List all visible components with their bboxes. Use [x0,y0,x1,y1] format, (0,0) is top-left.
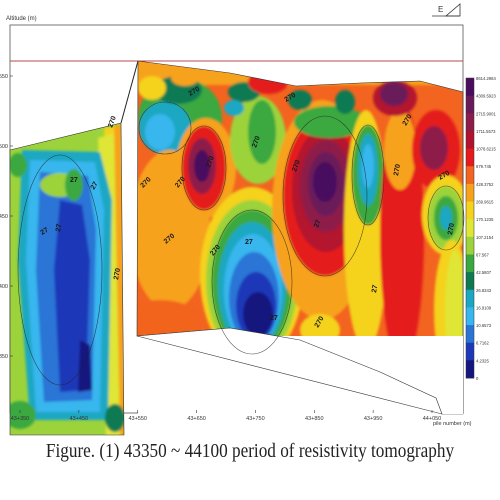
contour-label: 270 [113,268,122,281]
y-tick-label: 550 [0,74,8,80]
connector-line [120,60,139,124]
colorbar-swatch [466,360,474,379]
colorbar-swatch [466,78,474,97]
colorbar-swatch [466,289,474,308]
colorbar-swatch [466,113,474,132]
colorbar-swatch [466,130,474,149]
colorbar-label: 6.7162 [476,341,489,346]
colorbar: 8614.2984 4309.5923 2715.9001 1711.5573 1078… [465,76,496,381]
y-tick-label: 500 [0,144,8,150]
y-tick-label: 400 [0,284,8,290]
x-tick-label: 43+550 [128,416,147,422]
x-tick-label: 43+850 [305,416,324,422]
colorbar-label: 2715.9001 [476,111,496,116]
colorbar-label: 0 [476,376,479,381]
x-tick-label: 43+350 [11,416,30,422]
y-axis-ticks: 550 500 450 400 350 [0,74,13,360]
contour-label: 27 [55,223,63,232]
contour-label: 270 [402,113,414,127]
contour-label: 27 [40,227,50,237]
x-tick-label: 43+650 [187,416,206,422]
colorbar-label: 4.2325 [476,358,489,363]
y-tick-label: 450 [0,214,8,220]
contour-label: 27 [90,181,100,191]
x-axis-ticks: 43+350 43+450 43+550 43+650 43+750 43+850 43+9… [11,410,442,422]
colorbar-label: 67.567 [476,252,489,257]
contour-label: 270 [251,135,262,148]
colorbar-label: 1711.5573 [476,129,496,134]
colorbar-label: 679.745 [476,164,492,169]
colorbar-label: 170.1235 [476,217,494,222]
colorbar-label: 269.9615 [476,200,494,205]
y-tick-label: 350 [0,354,8,360]
colorbar-swatch [466,254,474,273]
colorbar-label: 428.3752 [476,182,494,187]
contour-label: 270 [447,223,456,236]
colorbar-swatch [466,307,474,326]
x-tick-label: 43+750 [246,416,265,422]
north-arrow-label: E [438,5,443,14]
left-tomography-section [10,123,124,435]
colorbar-label: 1078.6215 [476,147,496,152]
contour-label: 270 [291,159,302,172]
colorbar-swatch [466,95,474,114]
contour-label: 270 [393,164,402,177]
contour-label: 270 [188,86,202,98]
colorbar-swatch [466,148,474,167]
colorbar-swatch [466,236,474,255]
x-tick-label: 44+050 [423,416,442,422]
colorbar-swatch [466,272,474,291]
contour-label: 27 [70,177,78,184]
colorbar-label: 42.5807 [476,270,492,275]
colorbar-label: 107.2154 [476,235,494,240]
y-axis-title: Altitude (m) [6,16,37,22]
north-arrow-icon: E [432,3,461,17]
contour-label: 270 [205,155,216,168]
colorbar-swatch [466,342,474,361]
contour-label: 27 [270,315,278,322]
x-tick-label: 43+450 [70,416,89,422]
colorbar-label: 16.9109 [476,305,492,310]
figure-caption: Figure. (1) 43350 ~ 44100 period of resi… [45,440,455,462]
colorbar-label: 10.6573 [476,323,492,328]
contour-lines [17,101,465,386]
colorbar-swatch [466,201,474,220]
contour-label: 27 [245,239,253,246]
x-tick-label: 43+950 [364,416,383,422]
x-axis-title: pile number (m) [433,421,472,427]
contour-label: 270 [314,315,326,329]
contour-label: 27 [313,219,322,229]
contour-label: 270 [284,92,298,104]
colorbar-label: 4309.5923 [476,94,496,99]
colorbar-swatch [466,183,474,202]
contour-label: 270 [107,115,118,128]
colorbar-swatch [466,219,474,238]
colorbar-swatch [466,325,474,344]
contour-label: 27 [371,284,379,293]
contour-label: 270 [438,170,452,182]
colorbar-swatch [466,166,474,185]
colorbar-label: 8614.2984 [476,76,496,81]
colorbar-label: 26.8343 [476,288,492,293]
